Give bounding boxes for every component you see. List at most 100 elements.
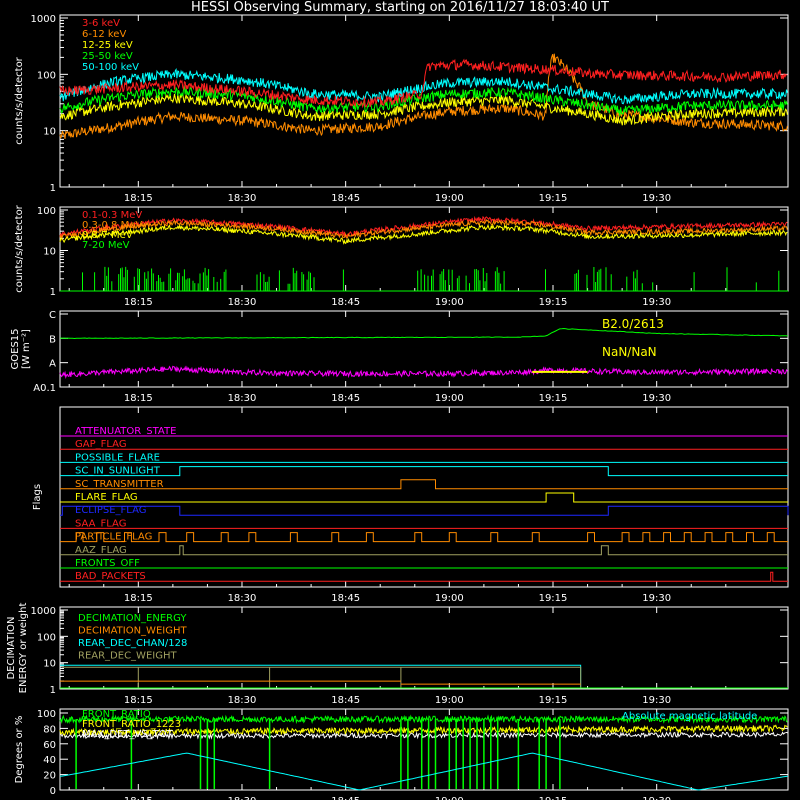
- gamma-series-3: [82, 266, 780, 291]
- ratios-legend-entry: FRONT_RATIO: [82, 709, 151, 720]
- time-tick-label: 18:45: [331, 297, 360, 308]
- time-tick-label: 19:15: [539, 193, 568, 204]
- gamma-series-2: [59, 223, 788, 245]
- y-tick-label: 1000: [31, 14, 56, 25]
- time-tick-label: 19:00: [435, 796, 464, 800]
- y-tick-label: 1000: [31, 606, 56, 617]
- ratios-y-tick-label: 0: [50, 786, 56, 797]
- ratios-series-1: [59, 724, 788, 737]
- time-tick-label: 19:00: [435, 593, 464, 604]
- y-tick-label: 1: [50, 183, 56, 194]
- flag-line-particle-flag: [60, 532, 788, 543]
- ratios-series-0: [59, 714, 788, 725]
- time-tick-label: 19:00: [435, 193, 464, 204]
- xray-series-4: [59, 68, 788, 105]
- decimation-legend-entry: DECIMATION_WEIGHT: [78, 626, 187, 637]
- gamma-series-1: [59, 218, 788, 241]
- flag-label: FRONTS_OFF: [75, 558, 140, 569]
- time-tick-label: 19:00: [435, 297, 464, 308]
- flag-line-aaz-flag: [60, 545, 788, 556]
- gamma-legend-entry: 7-20 MeV: [82, 240, 130, 251]
- flag-label: ECLIPSE_FLAG: [75, 505, 146, 516]
- goes-y-tick-label: B: [49, 334, 56, 345]
- ratios-legend-entry: MAX_DET_VS_TOT: [82, 729, 174, 740]
- xray-series-2: [59, 93, 788, 126]
- gamma-y-axis-label: counts/s/detector: [14, 204, 25, 292]
- goes-class-annotation: B2.0/2613: [602, 317, 664, 331]
- goes-y-tick-label: A0.1: [33, 383, 56, 394]
- y-tick-label: 10: [43, 659, 56, 670]
- time-tick-label: 18:45: [331, 796, 360, 800]
- goes-nan-annotation: NaN/NaN: [602, 345, 657, 359]
- flag-label: GAP_FLAG: [75, 439, 127, 450]
- xray-legend-entry: 12-25 keV: [82, 40, 133, 51]
- y-tick-label: 1: [50, 287, 56, 298]
- time-tick-label: 18:30: [228, 193, 257, 204]
- flag-line-flare-flag: [60, 492, 788, 503]
- time-tick-label: 18:30: [228, 695, 257, 706]
- time-tick-label: 18:45: [331, 193, 360, 204]
- flag-label: AAZ_FLAG: [75, 545, 127, 556]
- ratios-legend-entry: FRONT_RATIO_1223: [82, 719, 181, 730]
- y-tick-label: 10: [43, 247, 56, 258]
- xray-legend-entry: 3-6 keV: [82, 18, 120, 29]
- flag-label: POSSIBLE_FLARE: [75, 452, 160, 463]
- time-tick-label: 18:30: [228, 393, 257, 404]
- goes-y-axis-label: GOES15: [10, 328, 21, 369]
- flag-label: PARTICLE_FLAG: [75, 532, 152, 543]
- flag-label: ATTENUATOR_STATE: [75, 426, 176, 437]
- xray-series-3: [59, 85, 788, 116]
- time-tick-label: 18:45: [331, 593, 360, 604]
- y-tick-label: 100: [37, 70, 56, 81]
- flags-y-axis-label: Flags: [32, 484, 43, 510]
- panel-frame-flags: [59, 406, 789, 588]
- xray-legend-entry: 6-12 keV: [82, 29, 126, 40]
- xray-y-axis-label: counts/s/detector: [14, 56, 25, 144]
- ratios-latitude-annotation: Absolute magnetic latitude: [622, 711, 757, 722]
- time-tick-label: 19:30: [642, 297, 671, 308]
- ratios-y-tick-label: 40: [43, 755, 56, 766]
- panel-frame-ratios: [59, 708, 789, 791]
- decimation-rear-weight: [62, 666, 582, 688]
- time-tick-label: 18:30: [228, 593, 257, 604]
- decimation-legend-entry: REAR_DEC_WEIGHT: [78, 651, 177, 662]
- gamma-legend-entry: 0.3-0.8 MeV: [82, 220, 142, 231]
- ratios-y-tick-label: 80: [43, 724, 56, 735]
- time-tick-label: 19:15: [539, 297, 568, 308]
- ratios-y-tick-label: 100: [37, 709, 56, 720]
- time-tick-label: 18:15: [124, 695, 153, 706]
- ratios-series-2: [59, 730, 789, 740]
- ratios-y-tick-label: 60: [43, 740, 56, 751]
- time-tick-label: 19:15: [539, 593, 568, 604]
- flag-label: SAA_FLAG: [75, 518, 126, 529]
- time-tick-label: 19:15: [539, 695, 568, 706]
- gamma-legend-entry: 0.1-0.3 MeV: [82, 210, 142, 221]
- xray-legend-entry: 50-100 keV: [82, 62, 139, 73]
- time-tick-label: 18:45: [331, 695, 360, 706]
- time-tick-label: 18:15: [124, 593, 153, 604]
- flag-label: SC_IN_SUNLIGHT: [75, 466, 161, 477]
- time-tick-label: 19:00: [435, 393, 464, 404]
- goes-short-series: [59, 365, 788, 379]
- decimation-legend-entry: DECIMATION_ENERGY: [78, 613, 187, 624]
- xray-series-0: [59, 58, 788, 109]
- decimation-y-axis-label-1: DECIMATION: [6, 616, 17, 679]
- time-tick-label: 19:30: [642, 193, 671, 204]
- ratios-y-tick-label: 20: [43, 771, 56, 782]
- time-tick-label: 18:15: [124, 393, 153, 404]
- ratios-series-3: [60, 752, 788, 791]
- flag-label: FLARE_FLAG: [75, 492, 138, 503]
- flag-line-sc-in-sunlight: [60, 466, 788, 477]
- decimation-y-axis-label-2: ENERGY or weight: [18, 603, 29, 694]
- time-tick-label: 18:15: [124, 193, 153, 204]
- time-tick-label: 18:30: [228, 297, 257, 308]
- flag-line-bad-packets: [60, 571, 788, 582]
- panel-frame-x-ray: [59, 14, 789, 188]
- panel-frame-goes: [59, 310, 789, 388]
- flag-label: BAD_PACKETS: [75, 571, 146, 582]
- time-tick-label: 19:15: [539, 796, 568, 800]
- time-tick-label: 19:30: [642, 796, 671, 800]
- time-tick-label: 19:30: [642, 593, 671, 604]
